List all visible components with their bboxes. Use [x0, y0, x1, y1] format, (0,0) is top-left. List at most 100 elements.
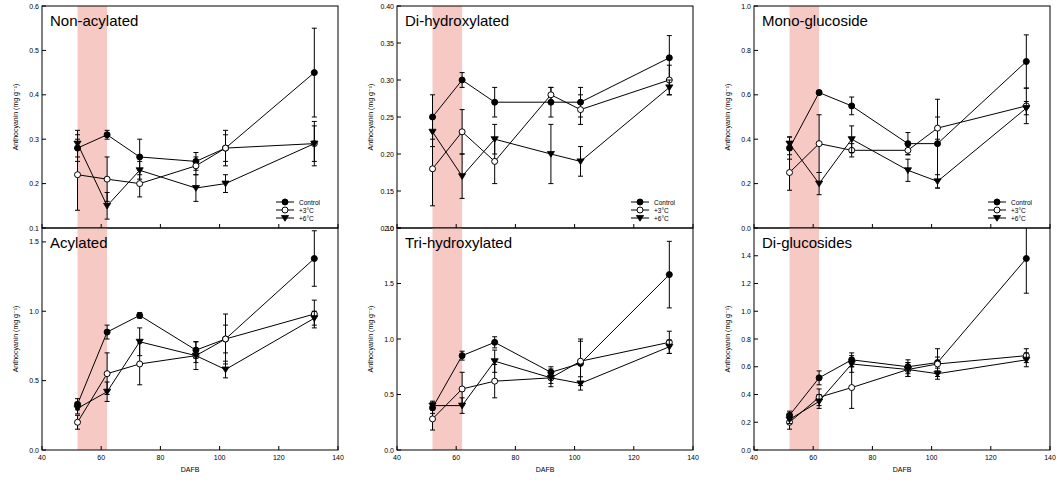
- x-tick: [574, 224, 575, 228]
- error-cap: [667, 241, 672, 242]
- marker: [192, 353, 199, 359]
- x-tick-label: 100: [569, 454, 581, 461]
- error-cap: [849, 355, 854, 356]
- x-tick-label: 140: [1044, 454, 1056, 461]
- y-axis-label: Anthocyanin (mg g⁻¹): [12, 84, 20, 151]
- marker: [491, 137, 498, 143]
- y-tick: [42, 450, 46, 451]
- marker: [104, 389, 111, 395]
- error-cap: [430, 401, 435, 402]
- marker: [136, 168, 143, 174]
- series-line: [790, 356, 1027, 423]
- error-cap: [787, 411, 792, 412]
- y-tick-label: 1.4: [741, 252, 751, 259]
- x-tick-label: 60: [809, 454, 817, 461]
- marker: [74, 406, 81, 412]
- error-cap: [787, 190, 792, 191]
- x-tick: [1050, 446, 1051, 450]
- y-tick: [397, 394, 401, 395]
- error-cap: [137, 355, 142, 356]
- frame: [397, 6, 693, 228]
- error-cap: [849, 372, 854, 373]
- x-axis-label: DAFB: [893, 466, 912, 473]
- error-bar: [935, 117, 940, 139]
- error-cap: [849, 152, 854, 153]
- error-cap: [137, 196, 142, 197]
- marker: [137, 154, 143, 160]
- error-cap: [935, 379, 940, 380]
- y-tick: [42, 50, 46, 51]
- marker: [459, 77, 465, 83]
- error-cap: [312, 161, 317, 162]
- panel-title: Di-hydroxylated: [405, 12, 509, 29]
- y-tick-label: 0.10: [380, 225, 394, 232]
- marker: [904, 367, 911, 373]
- error-cap: [460, 198, 465, 199]
- x-tick-label: 60: [452, 454, 460, 461]
- error-cap: [193, 174, 198, 175]
- marker: [136, 339, 143, 345]
- error-bar: [849, 97, 854, 115]
- y-tick: [754, 6, 758, 7]
- marker: [849, 103, 855, 109]
- marker: [637, 199, 643, 205]
- error-cap: [905, 376, 910, 377]
- y-tick: [754, 139, 758, 140]
- y-tick-label: 0.40: [380, 3, 394, 10]
- plot-area: [786, 228, 1030, 450]
- marker: [459, 129, 465, 135]
- error-cap: [312, 327, 317, 328]
- marker: [905, 367, 911, 373]
- panel: 0.00.20.40.60.81.01.21.4406080100120140D…: [724, 224, 1056, 473]
- x-tick: [931, 446, 932, 450]
- marker: [577, 381, 584, 387]
- error-cap: [460, 397, 465, 398]
- error-cap: [137, 384, 142, 385]
- x-tick: [633, 446, 634, 450]
- error-cap: [75, 156, 80, 157]
- error-cap: [905, 154, 910, 155]
- error-bar: [578, 339, 583, 383]
- marker: [935, 125, 941, 131]
- y-tick: [754, 283, 758, 284]
- y-tick-label: 0.5: [29, 377, 39, 384]
- x-tick: [813, 446, 814, 450]
- series-line: [790, 108, 1027, 183]
- error-cap: [75, 210, 80, 211]
- error-cap: [849, 352, 854, 353]
- legend-label: +6°C: [299, 215, 314, 222]
- series-line: [78, 314, 315, 422]
- marker: [104, 132, 110, 138]
- x-tick: [101, 446, 102, 450]
- error-cap: [312, 125, 317, 126]
- series-line: [433, 342, 670, 419]
- y-tick: [42, 94, 46, 95]
- highlight-band: [790, 6, 820, 228]
- error-cap: [548, 383, 553, 384]
- error-cap: [492, 336, 497, 337]
- marker: [934, 371, 941, 377]
- figure: 0.10.20.30.40.50.6Non-acylatedAnthocyani…: [0, 0, 1060, 483]
- error-cap: [849, 97, 854, 98]
- error-cap: [75, 130, 80, 131]
- error-bar: [223, 314, 228, 364]
- marker: [848, 361, 855, 367]
- error-cap: [460, 72, 465, 73]
- marker: [104, 203, 111, 209]
- x-tick-label: 40: [393, 454, 401, 461]
- plot-area: [429, 228, 673, 450]
- marker: [1023, 256, 1029, 262]
- marker: [75, 419, 81, 425]
- series-line: [790, 259, 1027, 416]
- y-tick-label: 0.2: [741, 180, 751, 187]
- y-tick: [42, 241, 46, 242]
- error-cap: [223, 174, 228, 175]
- error-cap: [460, 372, 465, 373]
- error-cap: [312, 325, 317, 326]
- error-cap: [905, 181, 910, 182]
- marker: [994, 199, 1000, 205]
- panel: 0.00.51.01.5406080100120140AcylatedAntho…: [12, 228, 344, 473]
- y-tick-label: 1.0: [29, 308, 39, 315]
- y-tick: [754, 50, 758, 51]
- marker: [104, 371, 110, 377]
